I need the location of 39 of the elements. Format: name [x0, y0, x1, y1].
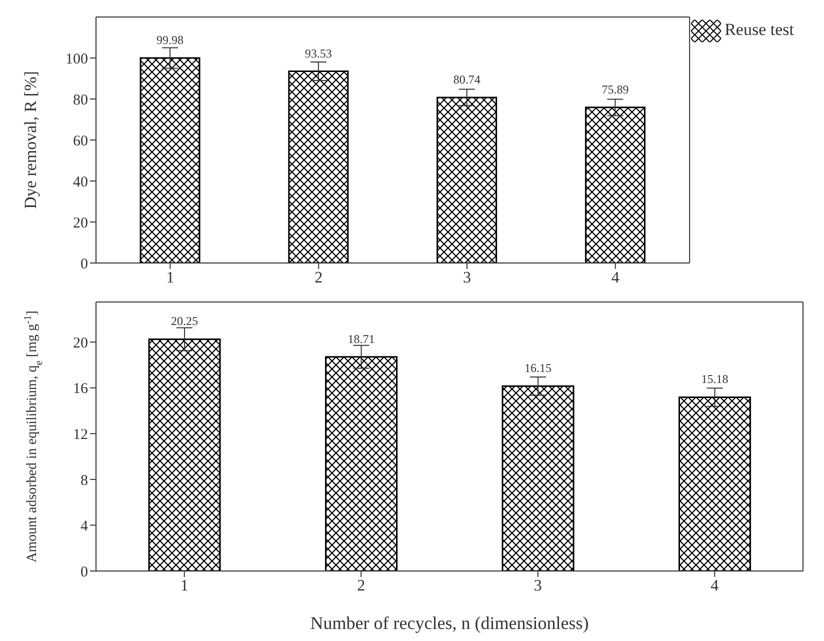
bar [436, 96, 498, 263]
x-tick-label: 3 [534, 577, 542, 594]
bar [140, 57, 200, 263]
bar [288, 70, 349, 263]
y-tick-label: 80 [73, 92, 88, 108]
y-tick-label: 16 [73, 381, 88, 398]
y-axis-title: Dye removal, R [%] [21, 71, 40, 209]
y-tick-label: 60 [73, 133, 88, 150]
y-tick-label: 12 [73, 426, 88, 443]
data-label: 93.53 [304, 46, 332, 60]
bar [584, 106, 646, 263]
data-label: 15.18 [701, 372, 728, 386]
x-tick-label: 3 [462, 269, 471, 286]
data-label: 99.98 [156, 33, 184, 48]
y-tick-label: 0 [80, 256, 88, 272]
bar [148, 338, 221, 571]
x-tick-label: 2 [357, 577, 366, 594]
x-axis-title: Number of recycles, n (dimensionless) [310, 613, 589, 633]
x-tick-label: 4 [710, 577, 719, 594]
data-label: 16.15 [524, 361, 552, 376]
y-tick-label: 0 [80, 564, 88, 580]
data-label: 80.74 [453, 72, 480, 86]
y-tick-label: 100 [66, 51, 88, 68]
y-tick-label: 8 [80, 472, 88, 489]
bar [678, 396, 752, 571]
x-tick-label: 4 [611, 269, 620, 286]
data-label: 20.25 [171, 314, 198, 328]
x-tick-label: 1 [166, 269, 174, 286]
y-tick-label: 4 [80, 518, 88, 535]
y-tick-label: 20 [73, 215, 88, 232]
x-tick-label: 1 [180, 577, 188, 594]
y-tick-label: 20 [73, 335, 88, 352]
legend-label: Reuse test [724, 20, 794, 39]
data-label: 75.89 [602, 82, 629, 96]
bar [325, 356, 398, 571]
x-tick-label: 2 [314, 269, 323, 286]
y-tick-label: 40 [73, 174, 88, 190]
bar [502, 385, 574, 571]
data-label: 18.71 [348, 332, 375, 346]
